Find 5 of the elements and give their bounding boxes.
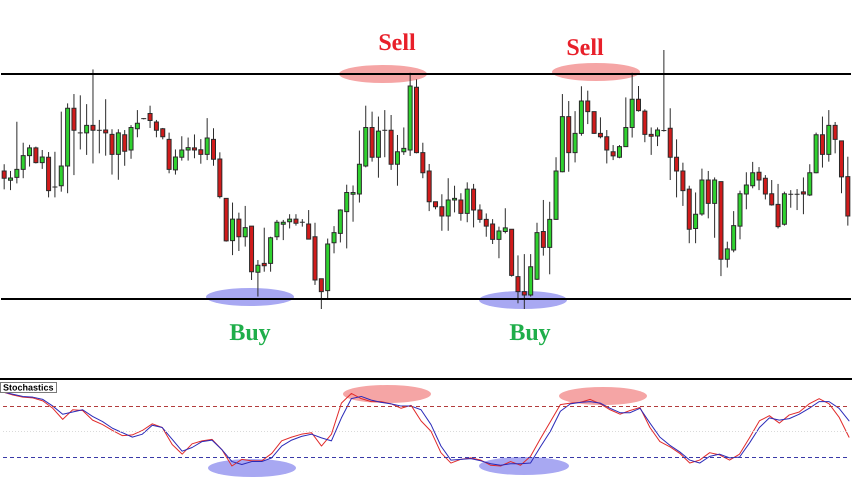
chart-title: Stochastics — [3, 382, 54, 392]
text: Buy — [229, 320, 271, 346]
text: Buy — [509, 320, 551, 346]
annotation: Sell — [378, 30, 416, 56]
annotation: Sell — [566, 35, 604, 61]
